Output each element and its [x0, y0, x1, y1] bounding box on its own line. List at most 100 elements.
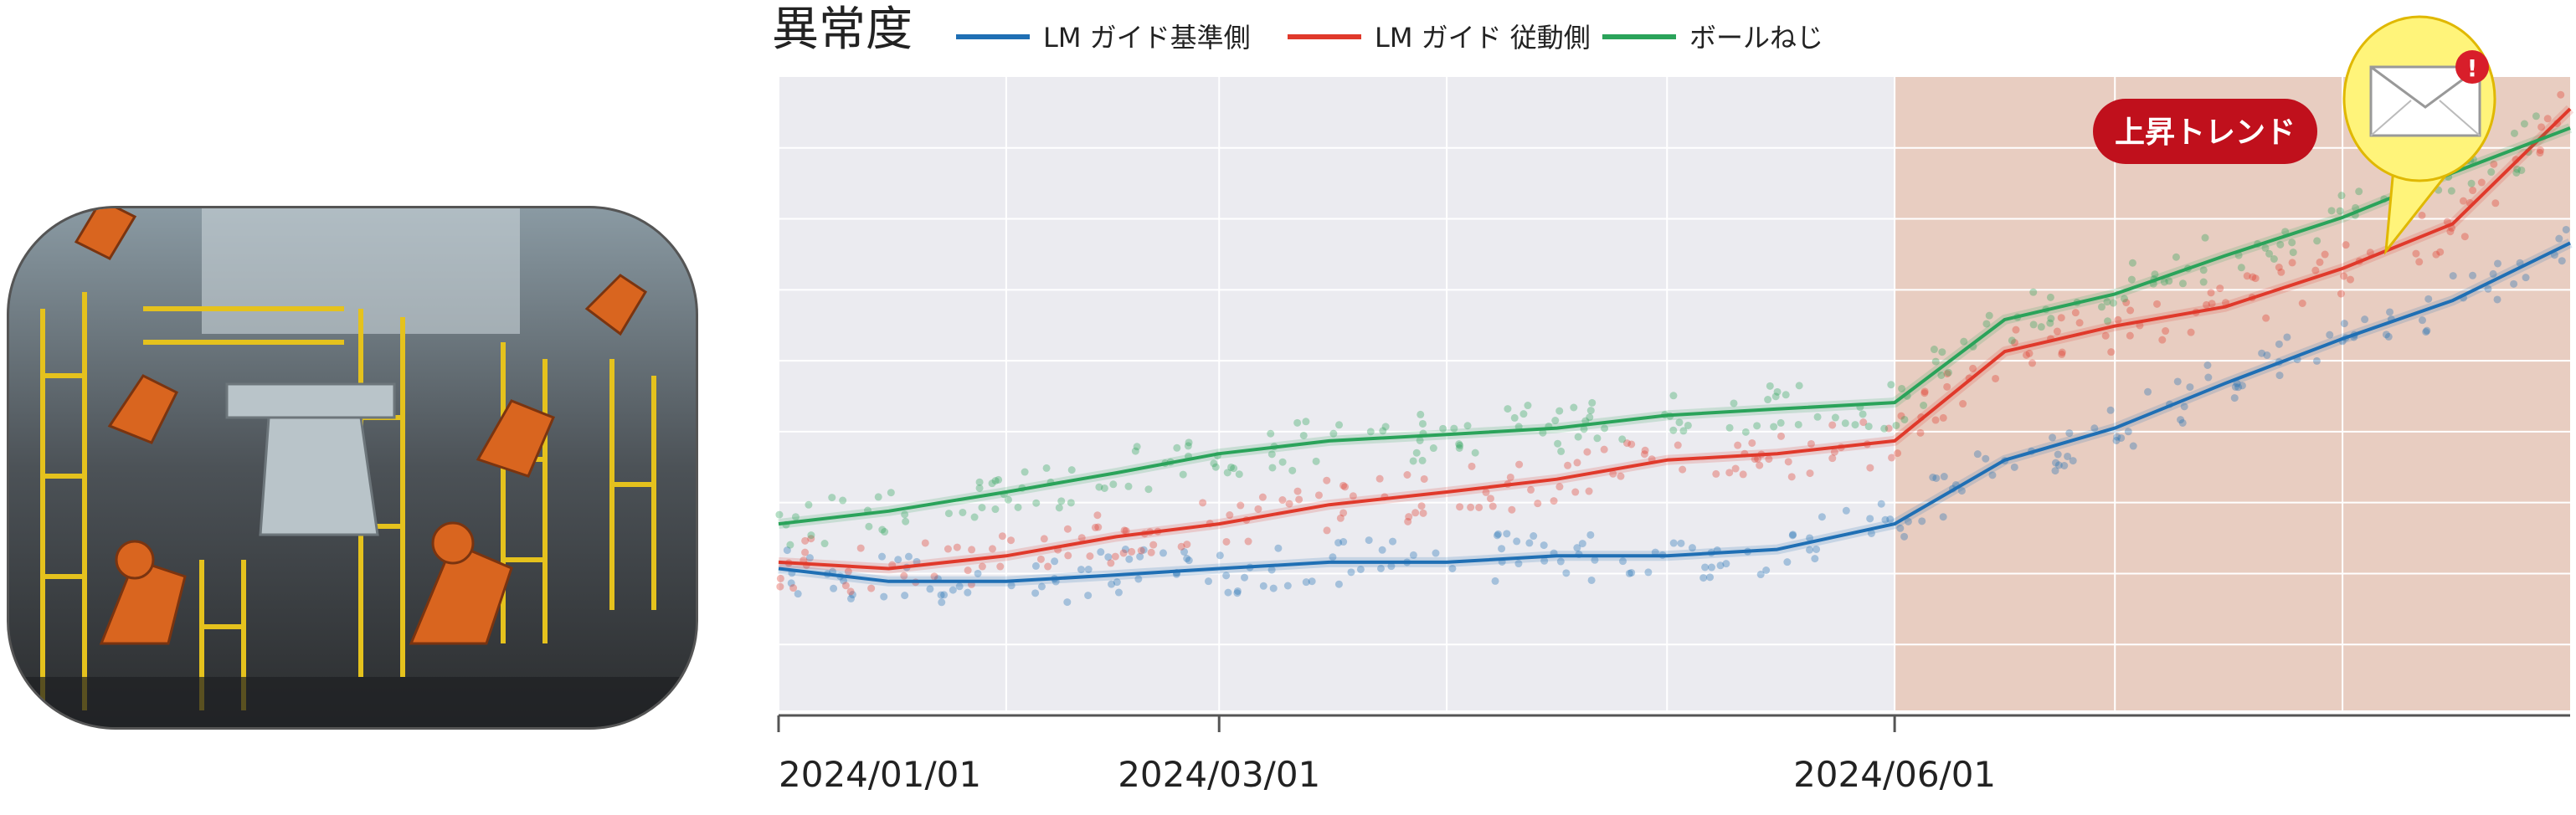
data-point [1381, 423, 1390, 431]
data-point [1356, 565, 1365, 573]
data-point [1969, 364, 1977, 372]
data-point [1753, 422, 1761, 430]
data-point [1959, 400, 1967, 408]
data-point [937, 591, 945, 599]
data-point [1859, 410, 1867, 418]
data-point [874, 493, 882, 501]
data-point [2060, 461, 2069, 469]
data-point [1222, 537, 1231, 546]
data-point [2432, 250, 2440, 259]
data-point [1574, 433, 1582, 441]
data-point [1524, 402, 1532, 410]
data-point [1482, 488, 1490, 496]
data-point [1887, 381, 1895, 389]
data-point [2484, 284, 2492, 293]
data-point [944, 510, 953, 518]
data-point [1806, 469, 1814, 478]
data-point [1119, 549, 1128, 557]
legend-label: LM ガイド基準側 [1043, 22, 1251, 54]
data-point [2124, 428, 2132, 436]
data-point [944, 545, 952, 553]
data-point [2051, 467, 2059, 475]
data-point [1688, 544, 1696, 552]
data-point [1378, 546, 1386, 554]
data-point [1471, 449, 1479, 457]
data-point [2106, 406, 2115, 414]
data-point [1586, 413, 1594, 422]
data-point [2562, 225, 2570, 233]
data-point [1489, 502, 1497, 510]
data-point [1031, 561, 1040, 570]
data-point [1259, 582, 1267, 590]
data-point [1057, 497, 1066, 505]
data-point [1960, 337, 1968, 346]
series-line-2 [778, 126, 2571, 526]
data-point [1918, 517, 1926, 525]
data-point [2346, 275, 2354, 284]
data-point [1699, 574, 1708, 582]
data-point [1269, 584, 1278, 592]
data-point [783, 546, 791, 555]
data-point [1534, 500, 1542, 508]
data-point [2424, 295, 2433, 303]
data-point [2340, 272, 2348, 280]
data-point [1588, 398, 1597, 407]
data-point [1159, 549, 1167, 557]
data-point [1929, 473, 1937, 481]
data-point [2172, 253, 2180, 261]
data-point [1585, 487, 1593, 495]
data-point [1204, 577, 1212, 586]
data-point [1448, 564, 1457, 572]
data-point [2327, 207, 2336, 215]
data-point [940, 591, 949, 599]
data-point [1807, 439, 1815, 448]
data-point [1550, 497, 1558, 505]
data-point [2186, 383, 2194, 392]
data-point [1093, 511, 1102, 520]
data-point [1938, 348, 1946, 356]
x-tick-label: 2024/03/01 [1118, 754, 1320, 795]
notification-bubble: ! [2342, 15, 2496, 255]
data-point [1031, 589, 1040, 597]
data-point [1199, 499, 1207, 507]
data-point [1789, 531, 1797, 539]
data-point [1508, 505, 1516, 514]
data-point [2178, 279, 2187, 288]
data-point [1295, 495, 1303, 504]
data-point [1580, 425, 1588, 433]
data-point [1293, 487, 1302, 495]
data-point [1285, 500, 1293, 508]
data-point [970, 513, 979, 521]
data-point [1040, 535, 1048, 543]
data-point [1748, 438, 1756, 447]
data-point [1731, 464, 1740, 473]
data-point [2203, 300, 2211, 309]
data-point [1888, 454, 1896, 462]
data-point [1329, 429, 1338, 438]
data-point [1131, 447, 1139, 455]
data-point [881, 528, 889, 536]
data-point [878, 525, 887, 534]
data-point [1679, 427, 1688, 435]
data-point [1886, 515, 1895, 524]
data-point [1617, 472, 1625, 480]
data-point [1418, 456, 1427, 464]
data-point [2029, 320, 2038, 329]
data-point [1494, 530, 1503, 538]
data-point [1982, 454, 1990, 463]
data-point [2249, 273, 2257, 281]
data-point [1067, 466, 1076, 474]
data-point [1418, 419, 1427, 428]
factory-robot-line-photo [9, 208, 696, 727]
data-point [964, 566, 972, 575]
data-point [1097, 548, 1105, 556]
data-point [1771, 392, 1780, 401]
data-point [1233, 587, 1242, 595]
data-point [2449, 272, 2457, 280]
data-point [2075, 319, 2084, 327]
data-point [2536, 149, 2544, 157]
data-point [1183, 541, 1191, 549]
data-point [1493, 531, 1501, 540]
data-point [978, 504, 986, 512]
